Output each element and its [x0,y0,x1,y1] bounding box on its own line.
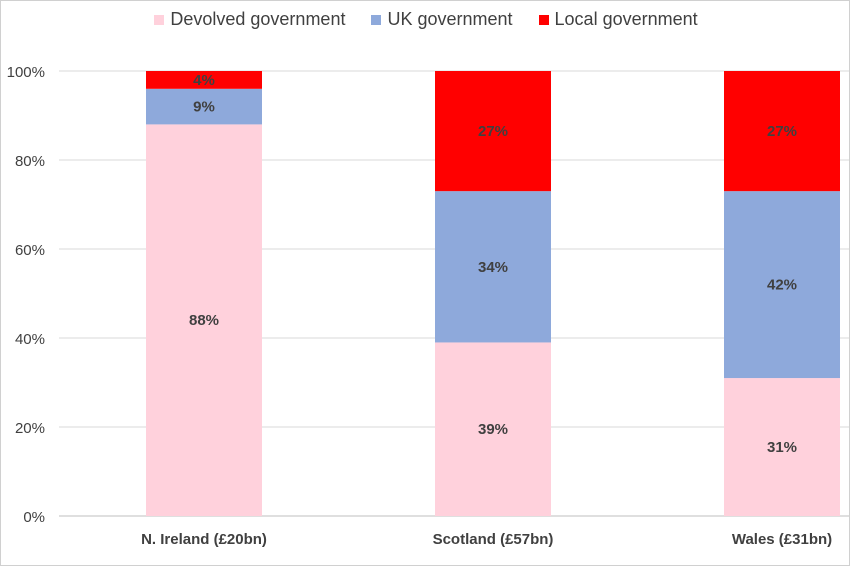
y-tick-label: 100% [7,64,45,81]
bar-segment [146,71,262,89]
x-tick-label: Scotland (£57bn) [433,531,554,548]
bar-segment [724,378,840,516]
bar-segment [435,71,551,192]
data-label: 88% [189,312,219,329]
legend-item: Local government [538,9,698,30]
data-label: 39% [478,421,508,438]
data-label: 34% [478,259,508,276]
x-tick-label: Wales (£31bn) [732,531,832,548]
x-tick-label: N. Ireland (£20bn) [141,531,267,548]
bar-segment [435,191,551,343]
data-label: 27% [767,123,797,140]
bar-segment [724,71,840,192]
legend: Devolved government UK government Local go… [1,9,850,30]
y-tick-label: 60% [15,242,45,259]
data-label: 31% [767,439,797,456]
legend-label: Local government [554,9,698,29]
legend-swatch [154,14,165,25]
y-tick-label: 40% [15,331,45,348]
legend-swatch [371,14,382,25]
legend-item: UK government [371,9,513,30]
legend-swatch [538,14,549,25]
y-tick-label: 0% [23,509,45,526]
data-label: 9% [193,99,215,116]
legend-label: UK government [387,9,513,29]
y-tick-label: 20% [15,420,45,437]
data-label: 42% [767,277,797,294]
data-label: 27% [478,123,508,140]
data-label: 4% [193,72,215,89]
bar-segment [146,124,262,517]
y-tick-label: 80% [15,153,45,170]
legend-label: Devolved government [170,9,346,29]
bar-segment [435,342,551,516]
bar-segment [146,88,262,125]
bar-segment [724,191,840,379]
legend-item: Devolved government [154,9,345,30]
